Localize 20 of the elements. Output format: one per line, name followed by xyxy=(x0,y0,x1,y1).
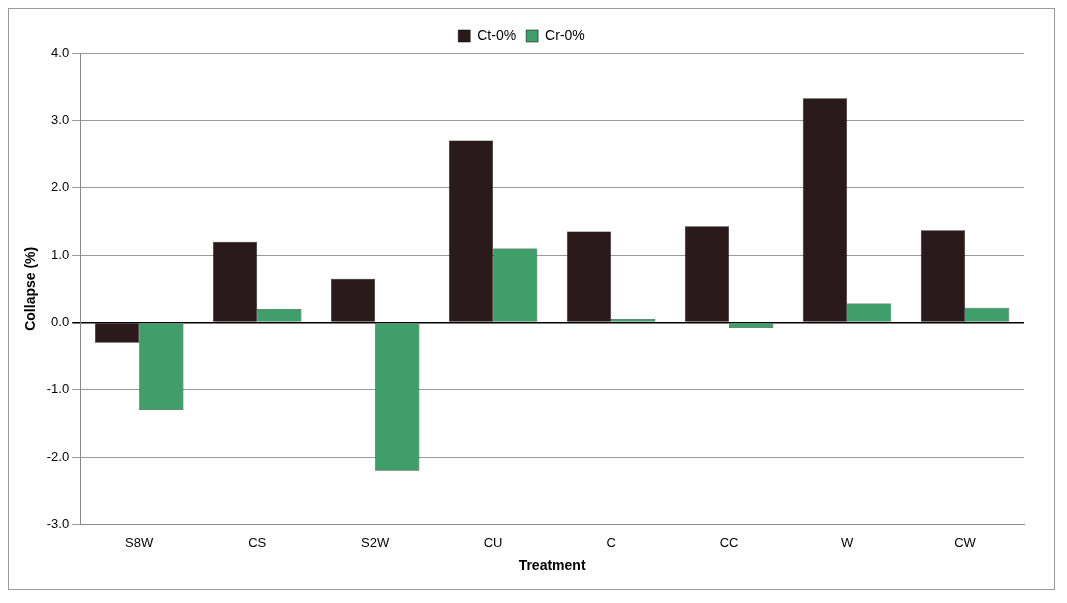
x-tick-label: W xyxy=(840,534,854,550)
y-tick-label: -2.0 xyxy=(46,448,70,464)
y-tick-label: 1.0 xyxy=(51,246,70,262)
x-tick-label: S2W xyxy=(361,534,390,550)
x-tick-label: C xyxy=(606,534,616,550)
legend-label: Cr-0% xyxy=(545,26,585,43)
y-tick-label: 3.0 xyxy=(51,111,70,127)
legend-label: Ct-0% xyxy=(477,26,517,43)
x-tick-label: CS xyxy=(248,534,267,550)
y-tick-label: -1.0 xyxy=(46,381,70,397)
y-tick-label: 2.0 xyxy=(51,179,70,195)
y-tick-label: -3.0 xyxy=(46,516,70,532)
y-tick-label: 0.0 xyxy=(51,314,70,330)
y-tick-label: 4.0 xyxy=(51,44,70,60)
x-tick-label: CU xyxy=(483,534,503,550)
x-axis-title: Treatment xyxy=(518,557,586,574)
x-tick-label: S8W xyxy=(125,534,154,550)
x-tick-label: CC xyxy=(719,534,739,550)
y-axis-title: Collapse (%) xyxy=(22,246,39,331)
x-tick-label: CW xyxy=(954,534,977,550)
